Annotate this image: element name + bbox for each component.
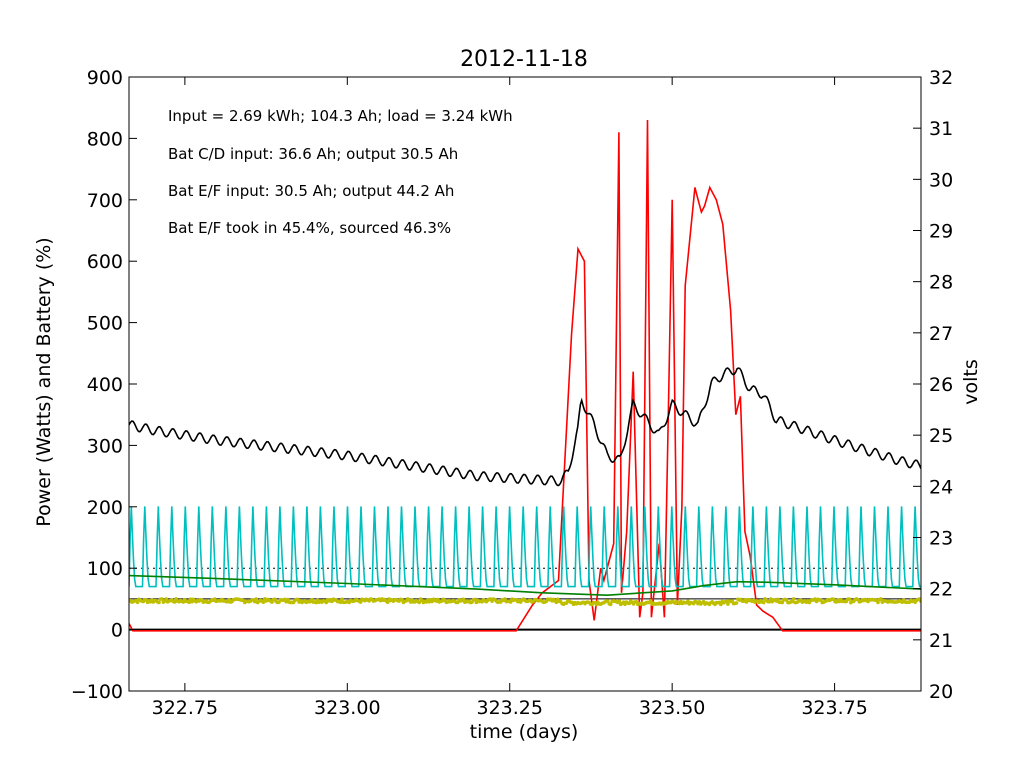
y-left-tick-label: 300 xyxy=(87,435,123,457)
y-left-tick-label: −100 xyxy=(71,681,123,703)
series-4-point xyxy=(508,600,513,604)
series-1-line xyxy=(129,367,921,487)
x-tick-label: 323.50 xyxy=(639,697,705,719)
series-4-point xyxy=(617,599,622,603)
series-4-point xyxy=(385,600,390,605)
series-4-point xyxy=(726,602,730,606)
series-4-point xyxy=(608,602,613,607)
y-right-tick-label: 31 xyxy=(929,118,953,140)
y-right-tick-label: 26 xyxy=(929,374,953,396)
series-4-point xyxy=(172,600,177,604)
plot-area xyxy=(129,119,921,632)
series-4-point xyxy=(554,600,559,605)
y-right-tick-label: 24 xyxy=(929,476,953,498)
series-4-point xyxy=(157,600,161,605)
y-right-tick-label: 21 xyxy=(929,630,953,652)
x-tick-label: 323.25 xyxy=(476,697,542,719)
y-axis-left-label: Power (Watts) and Battery (%) xyxy=(33,237,55,526)
y-right-tick-label: 25 xyxy=(929,425,953,447)
series-4-point xyxy=(164,597,168,601)
y-right-tick-label: 23 xyxy=(929,528,953,550)
series-4-point xyxy=(780,600,785,605)
series-4-point xyxy=(473,597,477,602)
series-4-point xyxy=(776,597,780,602)
series-4-point xyxy=(461,597,466,602)
plot-series-group xyxy=(129,119,921,632)
series-4-point xyxy=(358,600,363,604)
annotation-bat-ef-percent: Bat E/F took in 45.4%, sourced 46.3% xyxy=(168,219,451,237)
y-left-tick-label: 100 xyxy=(87,558,123,580)
x-axis-label: time (days) xyxy=(470,721,579,743)
y-left-tick-label: 900 xyxy=(87,67,123,89)
series-4-point xyxy=(686,599,690,604)
series-4-point xyxy=(718,602,723,607)
series-4-point xyxy=(791,597,796,601)
y-left-tick-label: 600 xyxy=(87,251,123,273)
series-4-point xyxy=(261,600,266,605)
x-tick-label: 322.75 xyxy=(152,697,218,719)
series-4-point xyxy=(761,600,766,605)
series-4-point xyxy=(876,600,880,605)
annotation-bat-ef: Bat E/F input: 30.5 Ah; output 44.2 Ah xyxy=(168,182,454,200)
y-left-tick-label: 0 xyxy=(111,620,123,642)
annotation-input-summary: Input = 2.69 kWh; 104.3 Ah; load = 3.24 … xyxy=(168,107,513,125)
y-left-tick-label: 400 xyxy=(87,374,123,396)
series-3-line xyxy=(129,574,921,597)
series-4-point xyxy=(847,597,852,601)
chart-title: 2012-11-18 xyxy=(460,47,588,72)
y-left-tick-label: 700 xyxy=(87,190,123,212)
y-right-tick-label: 27 xyxy=(929,323,953,345)
series-4-point xyxy=(734,601,739,605)
y-left-tick-label: 500 xyxy=(87,313,123,335)
series-4-point xyxy=(338,600,343,605)
series-4-point xyxy=(417,600,421,605)
x-tick-label: 323.00 xyxy=(314,697,380,719)
series-4-point xyxy=(879,597,883,601)
y-right-tick-label: 28 xyxy=(929,272,953,294)
y-left-tick-label: 800 xyxy=(87,128,123,150)
series-4-point xyxy=(187,600,191,605)
series-4-point xyxy=(160,597,164,601)
annotation-block: Input = 2.69 kWh; 104.3 Ah; load = 3.24 … xyxy=(168,107,513,237)
series-4-point xyxy=(340,597,344,602)
annotation-bat-cd: Bat C/D input: 36.6 Ah; output 30.5 Ah xyxy=(168,145,458,163)
y-right-tick-label: 20 xyxy=(929,681,953,703)
y-right-tick-label: 29 xyxy=(929,221,953,243)
series-4-point xyxy=(648,599,653,603)
series-2-line xyxy=(129,506,921,588)
axes: 322.75 323.00 323.25 323.50 323.75 −100 0 100 20… xyxy=(71,67,953,719)
series-4-point xyxy=(254,597,259,601)
y-right-tick-label: 22 xyxy=(929,579,953,601)
y-right-tick-label: 32 xyxy=(929,67,953,89)
y-left-tick-label: 200 xyxy=(87,497,123,519)
series-4-point xyxy=(135,600,140,605)
y-right-tick-label: 30 xyxy=(929,169,953,191)
x-tick-label: 323.75 xyxy=(801,697,867,719)
series-4-point xyxy=(324,600,329,605)
y-axis-right-label: volts xyxy=(960,359,982,405)
